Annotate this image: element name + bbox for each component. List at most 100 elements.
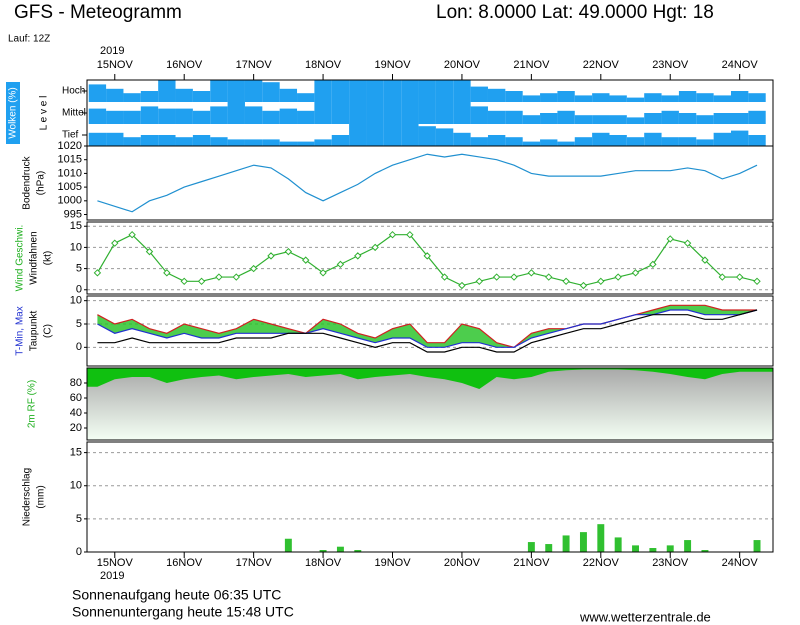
panel-border xyxy=(86,295,774,367)
cloud-cell xyxy=(435,128,454,146)
panel-border xyxy=(86,367,774,441)
cloud-cell xyxy=(453,132,471,146)
marker xyxy=(249,264,258,273)
cloud-cell xyxy=(487,110,506,124)
cloud-cell xyxy=(678,137,697,146)
cloud-cell xyxy=(297,110,315,124)
x-tick-label-top: 21NOV xyxy=(513,59,550,71)
cloud-cell xyxy=(713,113,731,124)
cloud-cell xyxy=(244,106,263,124)
cloud-cell xyxy=(349,102,367,124)
cloud-cell xyxy=(349,80,367,102)
y-tick-label: 15 xyxy=(70,447,82,459)
cloud-cell xyxy=(314,102,332,124)
cloud-cell xyxy=(644,132,662,146)
cloud-cell xyxy=(609,135,627,146)
x-tick-label-bottom: 18NOV xyxy=(305,557,342,569)
bar xyxy=(666,545,674,552)
cloud-cell xyxy=(106,132,124,146)
cloud-cell xyxy=(262,139,280,146)
cloud-cell xyxy=(331,135,350,146)
cloud-cell xyxy=(626,137,645,146)
bar xyxy=(632,545,639,552)
cloud-cell xyxy=(192,91,211,102)
cloud-cell xyxy=(244,139,263,146)
y-tick-label: 60 xyxy=(70,392,82,404)
cloud-cell xyxy=(140,91,159,102)
x-tick-label-top: 24NOV xyxy=(722,59,759,71)
cloud-cell xyxy=(557,110,575,124)
marker xyxy=(666,235,674,243)
line xyxy=(97,309,758,348)
cloud-cell xyxy=(748,135,766,146)
cloud-cell xyxy=(540,113,558,124)
marker xyxy=(423,252,431,260)
bar xyxy=(527,542,535,552)
temp-range xyxy=(97,305,758,348)
ylabel: Wind Geschwi. xyxy=(15,225,26,292)
ylabel: (C) xyxy=(43,324,54,338)
sunset: Sonnenuntergang heute 15:48 UTC xyxy=(72,604,294,620)
ylabel: Wolken (%) xyxy=(8,87,19,139)
cloud-cell xyxy=(123,137,141,146)
x-tick-label-bottom: 23NOV xyxy=(652,557,689,569)
y-tick-label: 10 xyxy=(70,295,82,307)
bar xyxy=(753,540,761,552)
cloud-cell xyxy=(505,110,523,124)
marker xyxy=(336,260,345,269)
x-tick-label-bottom: 22NOV xyxy=(583,557,620,569)
y-tick-label: 1020 xyxy=(58,140,82,152)
bar xyxy=(336,546,344,552)
panel-bg xyxy=(87,368,773,440)
cloud-cell xyxy=(297,93,315,102)
cloud-cell xyxy=(383,80,402,102)
marker xyxy=(701,256,709,264)
marker xyxy=(232,273,240,281)
cloud-cell xyxy=(401,80,419,102)
cloud-cell xyxy=(383,102,402,124)
cloud-cell xyxy=(592,132,610,146)
cloud-cell xyxy=(713,95,731,102)
cloud-cell xyxy=(349,124,367,146)
cloud-cell xyxy=(123,93,141,102)
y-tick-label: 0 xyxy=(76,341,82,353)
y-tick-label: 15 xyxy=(70,220,82,232)
line xyxy=(97,153,758,213)
cloud-cell xyxy=(609,95,627,102)
x-tick-label-bottom: 21NOV xyxy=(513,557,550,569)
cloud-cell xyxy=(418,126,436,146)
cloud-cell xyxy=(592,115,610,124)
x-tick-label-top: 18NOV xyxy=(305,59,342,71)
cloud-cell xyxy=(88,84,107,102)
cloud-cell xyxy=(210,80,228,102)
cloud-cell xyxy=(227,102,245,124)
source: www.wetterzentrale.de xyxy=(579,609,711,624)
cloud-cell xyxy=(609,115,627,124)
cloud-cell xyxy=(140,106,159,124)
cloud-cell xyxy=(192,110,211,124)
x-tick-label-bottom: 19NOV xyxy=(374,557,411,569)
cloud-cell xyxy=(540,93,558,102)
x-tick-label-bottom: 16NOV xyxy=(166,557,203,569)
bar xyxy=(545,544,553,552)
cloud-cell xyxy=(158,108,176,124)
line xyxy=(96,233,758,287)
cloud-cell xyxy=(470,106,488,124)
cloud-cell xyxy=(522,141,541,146)
ylabel: (hPa) xyxy=(36,171,47,195)
cloud-cell xyxy=(574,95,593,102)
marker xyxy=(406,230,414,239)
level-label: Hoch xyxy=(62,86,85,97)
bar xyxy=(684,540,692,552)
cloud-cell xyxy=(522,95,541,102)
location: Lon: 8.0000 Lat: 49.0000 Hgt: 18 xyxy=(436,2,714,23)
y-tick-label: 5 xyxy=(76,513,82,525)
cloud-cell xyxy=(557,91,575,102)
cloud-cell xyxy=(314,139,332,146)
cloud-cell xyxy=(366,124,384,146)
bar xyxy=(597,524,605,552)
y-tick-label: 1010 xyxy=(58,167,82,179)
cloud-cell xyxy=(262,110,280,124)
cloud-cell xyxy=(366,102,384,124)
level: L e v e l xyxy=(39,96,50,131)
